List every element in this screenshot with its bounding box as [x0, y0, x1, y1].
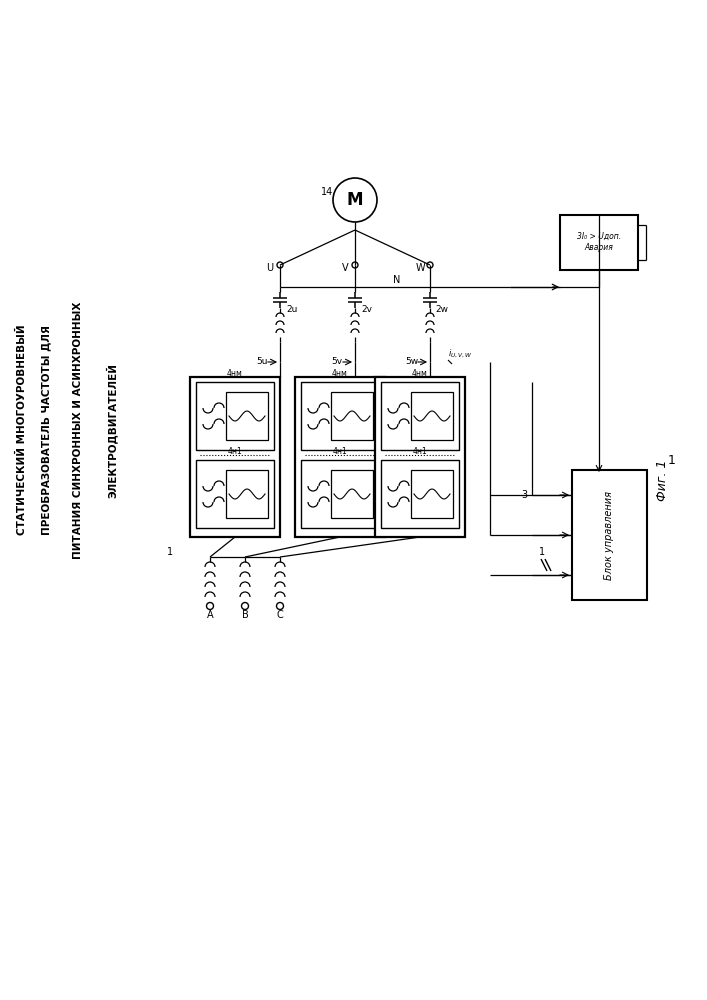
- Text: 2w: 2w: [436, 304, 448, 314]
- Text: СТАТИЧЕСКИЙ МНОГОУРОВНЕВЫЙ: СТАТИЧЕСКИЙ МНОГОУРОВНЕВЫЙ: [17, 325, 27, 535]
- Text: 2u: 2u: [286, 304, 298, 314]
- Text: Блок управления: Блок управления: [604, 490, 614, 580]
- Bar: [196, 382, 274, 450]
- Text: 4нм: 4нм: [332, 369, 348, 378]
- Text: 1: 1: [668, 454, 676, 466]
- Circle shape: [352, 262, 358, 268]
- Bar: [411, 470, 453, 518]
- Circle shape: [242, 602, 248, 609]
- Text: 5w: 5w: [405, 358, 419, 366]
- Bar: [301, 460, 379, 528]
- Circle shape: [276, 602, 284, 609]
- Text: M: M: [346, 191, 363, 209]
- Circle shape: [206, 602, 214, 609]
- Bar: [331, 392, 373, 440]
- Text: A: A: [206, 610, 214, 620]
- Text: 14: 14: [321, 187, 333, 197]
- Text: 1: 1: [539, 547, 545, 557]
- Text: 5v: 5v: [332, 358, 343, 366]
- Circle shape: [277, 262, 283, 268]
- Text: N: N: [393, 275, 401, 285]
- Bar: [301, 382, 379, 450]
- Circle shape: [427, 262, 433, 268]
- Text: 5u: 5u: [256, 358, 268, 366]
- Text: U: U: [267, 263, 274, 273]
- Text: 3I₀ > Uдоп.
Авария: 3I₀ > Uдоп. Авария: [577, 232, 621, 252]
- Text: ПИТАНИЯ СИНХРОННЫХ И АСИНХРОННЫХ: ПИТАНИЯ СИНХРОННЫХ И АСИНХРОННЫХ: [73, 301, 83, 559]
- Text: Фиг. 1: Фиг. 1: [657, 459, 670, 501]
- Bar: [295, 377, 385, 537]
- Text: V: V: [341, 263, 349, 273]
- Bar: [190, 377, 280, 537]
- Text: C: C: [276, 610, 284, 620]
- Bar: [572, 470, 647, 600]
- Text: 1: 1: [167, 547, 173, 557]
- Text: B: B: [242, 610, 248, 620]
- Bar: [381, 460, 459, 528]
- Circle shape: [333, 178, 377, 222]
- Bar: [411, 392, 453, 440]
- Text: 4н1: 4н1: [228, 448, 243, 456]
- Text: W: W: [415, 263, 425, 273]
- Text: 3: 3: [521, 490, 527, 500]
- Text: 4н1: 4н1: [332, 448, 347, 456]
- Text: 2v: 2v: [361, 304, 373, 314]
- Text: 4нм: 4нм: [412, 369, 428, 378]
- Text: 4нм: 4нм: [227, 369, 243, 378]
- Bar: [226, 392, 268, 440]
- Text: ПРЕОБРАЗОВАТЕЛЬ ЧАСТОТЫ ДЛЯ: ПРЕОБРАЗОВАТЕЛЬ ЧАСТОТЫ ДЛЯ: [41, 325, 51, 535]
- Text: 4н1: 4н1: [413, 448, 427, 456]
- Bar: [375, 377, 465, 537]
- Text: ЭЛЕКТРОДВИГАТЕЛЕЙ: ЭЛЕКТРОДВИГАТЕЛЕЙ: [106, 362, 118, 497]
- Bar: [196, 460, 274, 528]
- Bar: [381, 382, 459, 450]
- Text: $i_{U,V,W}$: $i_{U,V,W}$: [448, 348, 472, 360]
- Bar: [226, 470, 268, 518]
- Bar: [331, 470, 373, 518]
- Bar: [560, 215, 638, 270]
